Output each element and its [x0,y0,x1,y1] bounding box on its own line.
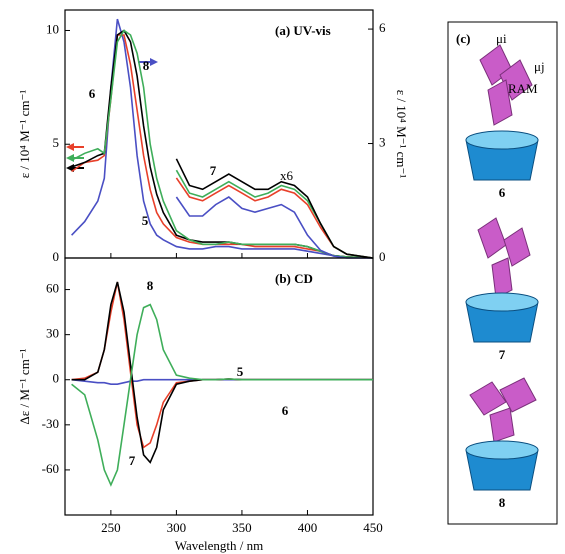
series-line [71,303,373,487]
y2-tick-label: 0 [379,249,386,264]
mu-j: μj [534,59,545,74]
r-am: RAM [508,81,538,96]
plot-frame [64,9,374,259]
y2-tick-label: 3 [379,135,386,150]
series-label: 6 [282,403,289,418]
panel-label: (c) [456,31,470,46]
panel-c: (c) μi μj RAM 6 7 8 [447,21,558,525]
series-label: 7 [210,163,217,178]
y-tick-label: -60 [42,461,59,476]
series-line [71,18,374,259]
panel-title: (b) CD [275,271,313,286]
y-tick-label: 0 [53,249,60,264]
y-tick-label: 60 [46,281,59,296]
series-line [71,29,374,259]
panel-title: (a) UV-vis [275,23,331,38]
x-tick-label: 450 [363,520,383,535]
y-axis-label: ε / 10⁴ M⁻¹ cm⁻¹ [17,90,32,179]
x-tick-label: 400 [298,520,318,535]
x-tick-label: 300 [167,520,187,535]
y-tick-label: -30 [42,416,59,431]
x-tick-label: 350 [232,520,252,535]
series-line [175,158,374,259]
x-axis-label: Wavelength / nm [175,538,264,553]
series-label: 5 [142,213,149,228]
series-label: 8 [147,278,154,293]
series-label: 5 [237,364,244,379]
annotation: x6 [280,168,294,183]
y-tick-label: 30 [46,326,59,341]
series-line [71,29,374,259]
mu-i: μi [496,31,507,46]
x-tick-label: 250 [101,520,121,535]
y-tick-label: 10 [46,21,59,36]
series-label: 7 [129,453,136,468]
series-line [175,196,373,259]
y2-tick-label: 6 [379,20,386,35]
y2-axis-label: ε / 10⁴ M⁻¹ cm⁻¹ [394,90,409,179]
series-line [71,281,373,449]
y-tick-label: 5 [53,135,60,150]
series-line [71,281,373,464]
compound-label: 6 [499,185,506,200]
plot-frame [64,257,374,516]
series-label: 8 [143,58,150,73]
y-axis-label: Δε / M⁻¹ cm⁻¹ [17,348,32,424]
compound-label: 8 [499,495,506,510]
series-label: 6 [89,86,96,101]
compound-label: 7 [499,347,506,362]
y-tick-label: 0 [53,371,60,386]
series-line [71,34,374,259]
